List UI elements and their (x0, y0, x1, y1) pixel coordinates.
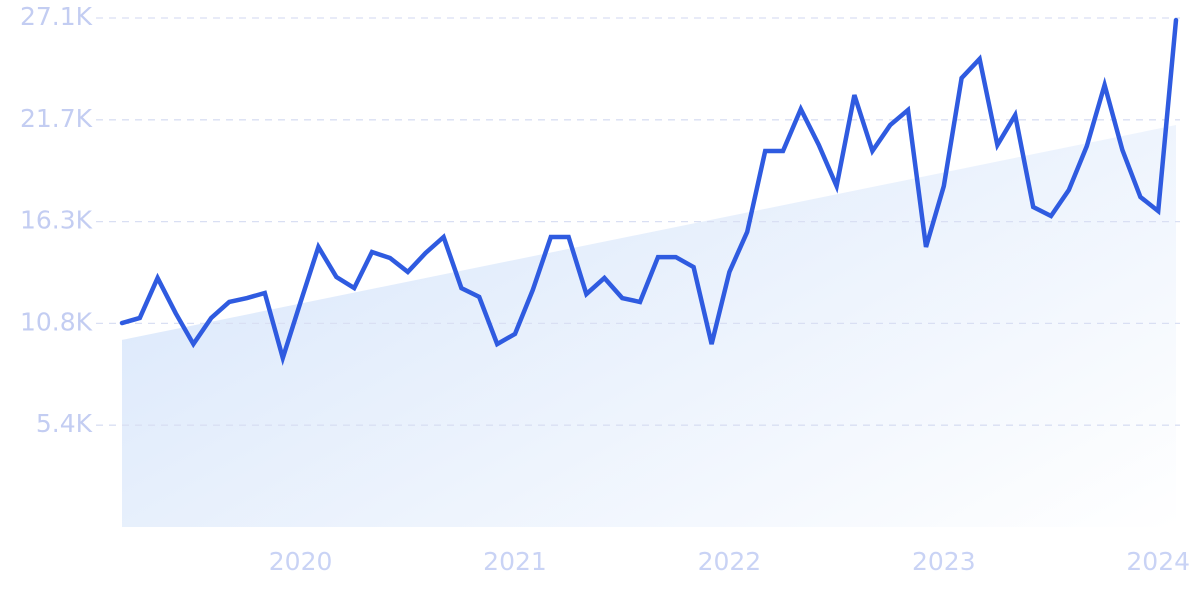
x-tick-label: 2021 (483, 547, 547, 576)
x-tick-label: 2023 (912, 547, 976, 576)
x-tick-label: 2022 (698, 547, 762, 576)
data-line (119, 17, 1179, 366)
y-tick-label: 5.4K (36, 409, 93, 438)
y-tick-label: 27.1K (20, 2, 93, 31)
y-tick-label: 16.3K (20, 206, 93, 235)
y-tick-label: 10.8K (20, 307, 93, 336)
y-tick-label: 21.7K (20, 104, 93, 133)
x-tick-label: 2020 (269, 547, 333, 576)
x-tick-label: 2024 (1126, 547, 1190, 576)
trend-area (122, 125, 1176, 527)
